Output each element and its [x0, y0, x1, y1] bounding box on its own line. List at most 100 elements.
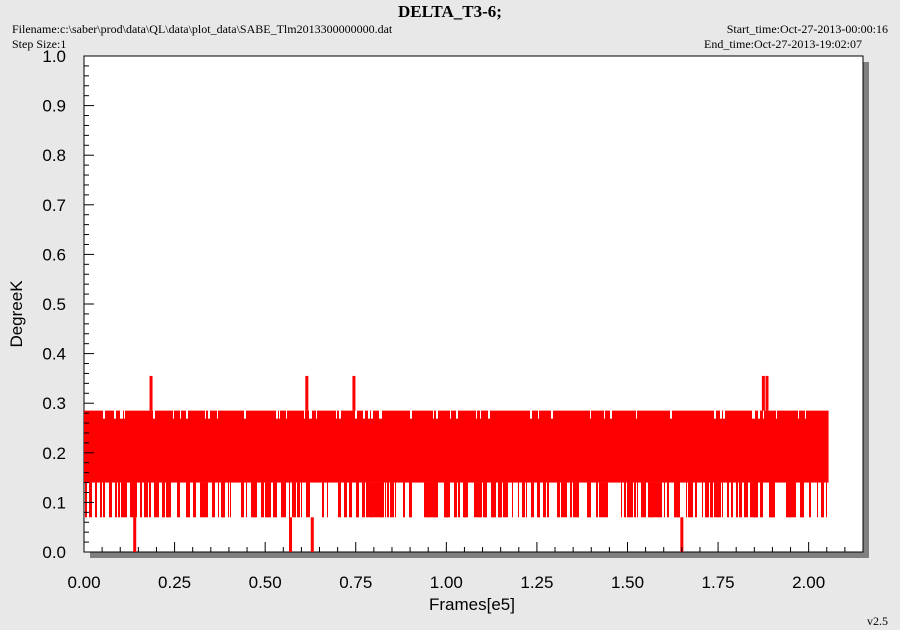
series-low-excursion: [474, 482, 477, 518]
series-gap: [480, 410, 481, 419]
x-tick-label: 1.00: [430, 573, 463, 592]
x-tick-label: 2.00: [792, 573, 825, 592]
series-low-excursion: [96, 482, 97, 518]
series-low-excursion: [718, 482, 721, 518]
series-gap: [124, 410, 125, 419]
series-low-excursion: [688, 482, 689, 518]
series-gap: [798, 410, 799, 419]
series-low-excursion: [206, 482, 207, 518]
series-low-excursion: [146, 482, 148, 518]
series-low-excursion: [746, 482, 748, 518]
series-low-excursion: [722, 482, 723, 518]
series-low-excursion: [599, 482, 602, 518]
series-low-excursion: [809, 482, 811, 518]
series-low-excursion: [204, 482, 206, 518]
series-low-excursion: [144, 482, 146, 518]
series-gap: [721, 410, 722, 419]
series-low-excursion: [187, 482, 190, 518]
series-gap: [488, 410, 490, 419]
series-low-excursion: [492, 482, 494, 518]
series-low-excursion: [424, 482, 426, 518]
chart-title: DELTA_T3-6;: [398, 2, 502, 21]
series-low-excursion: [621, 482, 622, 518]
series-low-excursion: [368, 482, 369, 518]
series-low-excursion: [370, 482, 372, 518]
series-low-excursion: [268, 482, 271, 518]
series-low-excursion: [512, 482, 513, 518]
series-low-excursion: [207, 482, 208, 518]
series-low-excursion: [538, 482, 540, 518]
series-low-excursion: [363, 482, 365, 518]
series-low-excursion: [200, 482, 202, 518]
series-low-excursion: [202, 482, 205, 518]
axis-layer: 0.0 0.1 0.2 0.3 0.4 0.5 0.6 0.7 0.8 0.9 1.0 0.00 0.2…: [42, 47, 846, 592]
series-gap: [636, 410, 637, 419]
series-low-excursion: [254, 482, 257, 518]
series-low-excursion: [430, 482, 431, 518]
series-low-excursion: [596, 482, 597, 518]
series-low-excursion: [826, 482, 827, 518]
series-low-excursion: [103, 482, 105, 518]
series-gap: [611, 410, 612, 419]
x-tick-label: 1.25: [520, 573, 553, 592]
series-low-excursion: [410, 482, 412, 518]
series-low-excursion: [707, 482, 709, 518]
series-low-excursion: [149, 482, 151, 518]
series-low-excursion: [327, 482, 328, 518]
series-low-excursion: [499, 482, 502, 518]
series-low-excursion: [691, 482, 692, 518]
series-low-excursion: [118, 482, 120, 518]
series-gap: [372, 410, 373, 419]
series-low-excursion: [477, 482, 480, 518]
series-gap: [316, 410, 317, 419]
series-gap: [103, 410, 105, 419]
series-gap: [217, 410, 218, 419]
series-gap: [590, 410, 591, 419]
version-label: v2.5: [867, 614, 888, 628]
series-low-excursion: [403, 482, 405, 518]
series-low-excursion: [485, 482, 486, 518]
series-low-excursion: [750, 482, 752, 518]
series-low-excursion: [134, 482, 137, 518]
series-gap: [371, 410, 372, 419]
series-low-excursion: [345, 482, 346, 518]
series-low-excursion: [297, 482, 300, 518]
series-low-excursion: [251, 482, 253, 518]
series-low-excursion: [628, 482, 630, 518]
series-low-excursion: [557, 482, 560, 518]
series-low-excursion: [573, 482, 575, 518]
series-low-excursion: [375, 482, 376, 518]
series-low-excursion: [744, 482, 745, 518]
x-tick-label: 0.25: [158, 573, 191, 592]
series-low-excursion: [802, 482, 804, 518]
series-low-excursion: [455, 482, 456, 518]
series-low-excursion: [679, 482, 680, 518]
series-low-excursion: [480, 482, 482, 518]
series-gap: [551, 410, 553, 419]
series-low-excursion: [737, 482, 738, 518]
series-low-excursion: [644, 482, 646, 518]
series-gap: [380, 410, 382, 419]
series-gap: [805, 410, 806, 419]
series-low-excursion: [265, 482, 268, 518]
series-gap: [758, 410, 760, 419]
series-low-excursion: [630, 482, 632, 518]
series-low-excursion: [561, 482, 564, 518]
series-gap: [186, 410, 188, 419]
series-low-excursion: [125, 482, 127, 518]
series-low-excursion: [760, 482, 763, 518]
series-low-excursion: [678, 482, 679, 518]
y-tick-label: 0.7: [42, 196, 66, 215]
series-gap: [410, 410, 412, 419]
series-low-excursion: [367, 482, 368, 518]
series-low-excursion: [433, 482, 436, 518]
series-gap: [752, 410, 753, 419]
series-low-excursion: [566, 482, 567, 518]
series-low-excursion: [122, 482, 125, 518]
series-low-excursion: [494, 482, 496, 518]
series-low-excursion: [588, 482, 591, 518]
series-gap: [336, 410, 337, 419]
series-gap: [753, 410, 755, 419]
series-low-excursion: [100, 482, 102, 518]
series-low-excursion: [602, 482, 605, 518]
